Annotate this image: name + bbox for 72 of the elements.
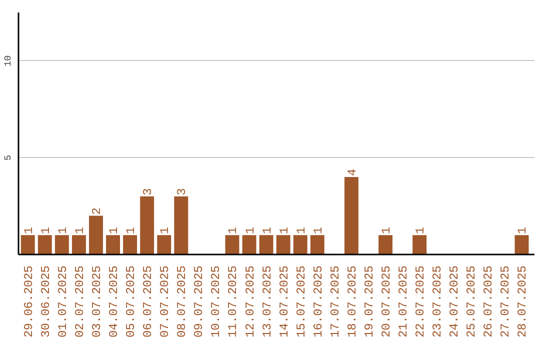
data-label: 1 — [226, 226, 240, 234]
data-label: 1 — [379, 226, 394, 234]
bar — [140, 196, 154, 254]
bar — [259, 235, 274, 254]
data-label: 1 — [294, 226, 308, 234]
bar — [514, 235, 529, 254]
data-label: 1 — [243, 226, 258, 234]
x-tick-label: 10.07.2025 — [209, 265, 224, 338]
bar — [225, 235, 240, 254]
x-tick-label: 22.07.2025 — [414, 265, 428, 338]
x-tick-label: 24.07.2025 — [448, 265, 462, 338]
x-tick-label: 03.07.2025 — [90, 265, 104, 338]
data-label: 1 — [277, 226, 292, 234]
data-label: 1 — [107, 226, 122, 234]
data-label: 2 — [90, 208, 104, 215]
bar — [54, 235, 69, 254]
bar — [106, 235, 120, 254]
data-label: 1 — [311, 226, 326, 234]
data-label: 1 — [72, 226, 87, 234]
x-tick-label: 07.07.2025 — [158, 265, 172, 338]
bar — [378, 235, 392, 254]
data-label: 1 — [22, 226, 36, 234]
data-label: 3 — [175, 188, 190, 196]
x-tick-label: 04.07.2025 — [107, 265, 122, 338]
bar — [89, 216, 103, 254]
x-tick-label: 13.07.2025 — [260, 265, 274, 338]
x-tick-label: 18.07.2025 — [345, 265, 360, 338]
bar — [344, 177, 358, 254]
bar — [72, 235, 86, 254]
data-label: 1 — [124, 226, 138, 234]
x-tick-label: 02.07.2025 — [72, 265, 87, 338]
bar — [123, 235, 138, 254]
x-tick-label: 20.07.2025 — [379, 265, 394, 338]
x-tick-label: 19.07.2025 — [362, 265, 376, 338]
bar — [412, 235, 427, 254]
bar — [242, 235, 256, 254]
x-tick-label: 15.07.2025 — [294, 265, 308, 338]
x-tick-label: 25.07.2025 — [464, 265, 479, 338]
x-tick-label: 17.07.2025 — [328, 265, 342, 338]
x-tick-label: 06.07.2025 — [141, 265, 156, 338]
bar — [38, 235, 52, 254]
x-tick-label: 28.07.2025 — [516, 265, 530, 338]
x-tick-label: 30.06.2025 — [38, 265, 53, 338]
bar — [293, 235, 308, 254]
bar — [310, 235, 324, 254]
x-tick-label: 01.07.2025 — [56, 265, 70, 338]
x-tick-label: 16.07.2025 — [311, 265, 326, 338]
data-label: 1 — [260, 226, 274, 234]
bar — [276, 235, 290, 254]
x-tick-label: 14.07.2025 — [277, 265, 292, 338]
data-label: 1 — [414, 226, 428, 234]
x-tick-label: 23.07.2025 — [430, 265, 445, 338]
x-tick-label: 11.07.2025 — [226, 265, 240, 338]
data-label: 3 — [141, 188, 156, 196]
data-label: 1 — [516, 226, 530, 234]
x-tick-label: 29.06.2025 — [22, 265, 36, 338]
y-tick-label: 10 — [2, 54, 14, 66]
bar — [157, 235, 172, 254]
y-tick-label: 5 — [2, 154, 14, 160]
bar — [20, 235, 35, 254]
data-label: 4 — [345, 168, 360, 176]
x-tick-label: 05.07.2025 — [124, 265, 138, 338]
data-label: 1 — [158, 226, 172, 234]
x-tick-label: 26.07.2025 — [482, 265, 496, 338]
x-tick-label: 21.07.2025 — [396, 265, 411, 338]
x-tick-label: 08.07.2025 — [175, 265, 190, 338]
x-tick-label: 27.07.2025 — [498, 265, 513, 338]
bar — [174, 196, 188, 254]
data-label: 1 — [56, 226, 70, 234]
x-tick-label: 12.07.2025 — [243, 265, 258, 338]
x-tick-label: 09.07.2025 — [192, 265, 206, 338]
data-label: 1 — [38, 226, 53, 234]
